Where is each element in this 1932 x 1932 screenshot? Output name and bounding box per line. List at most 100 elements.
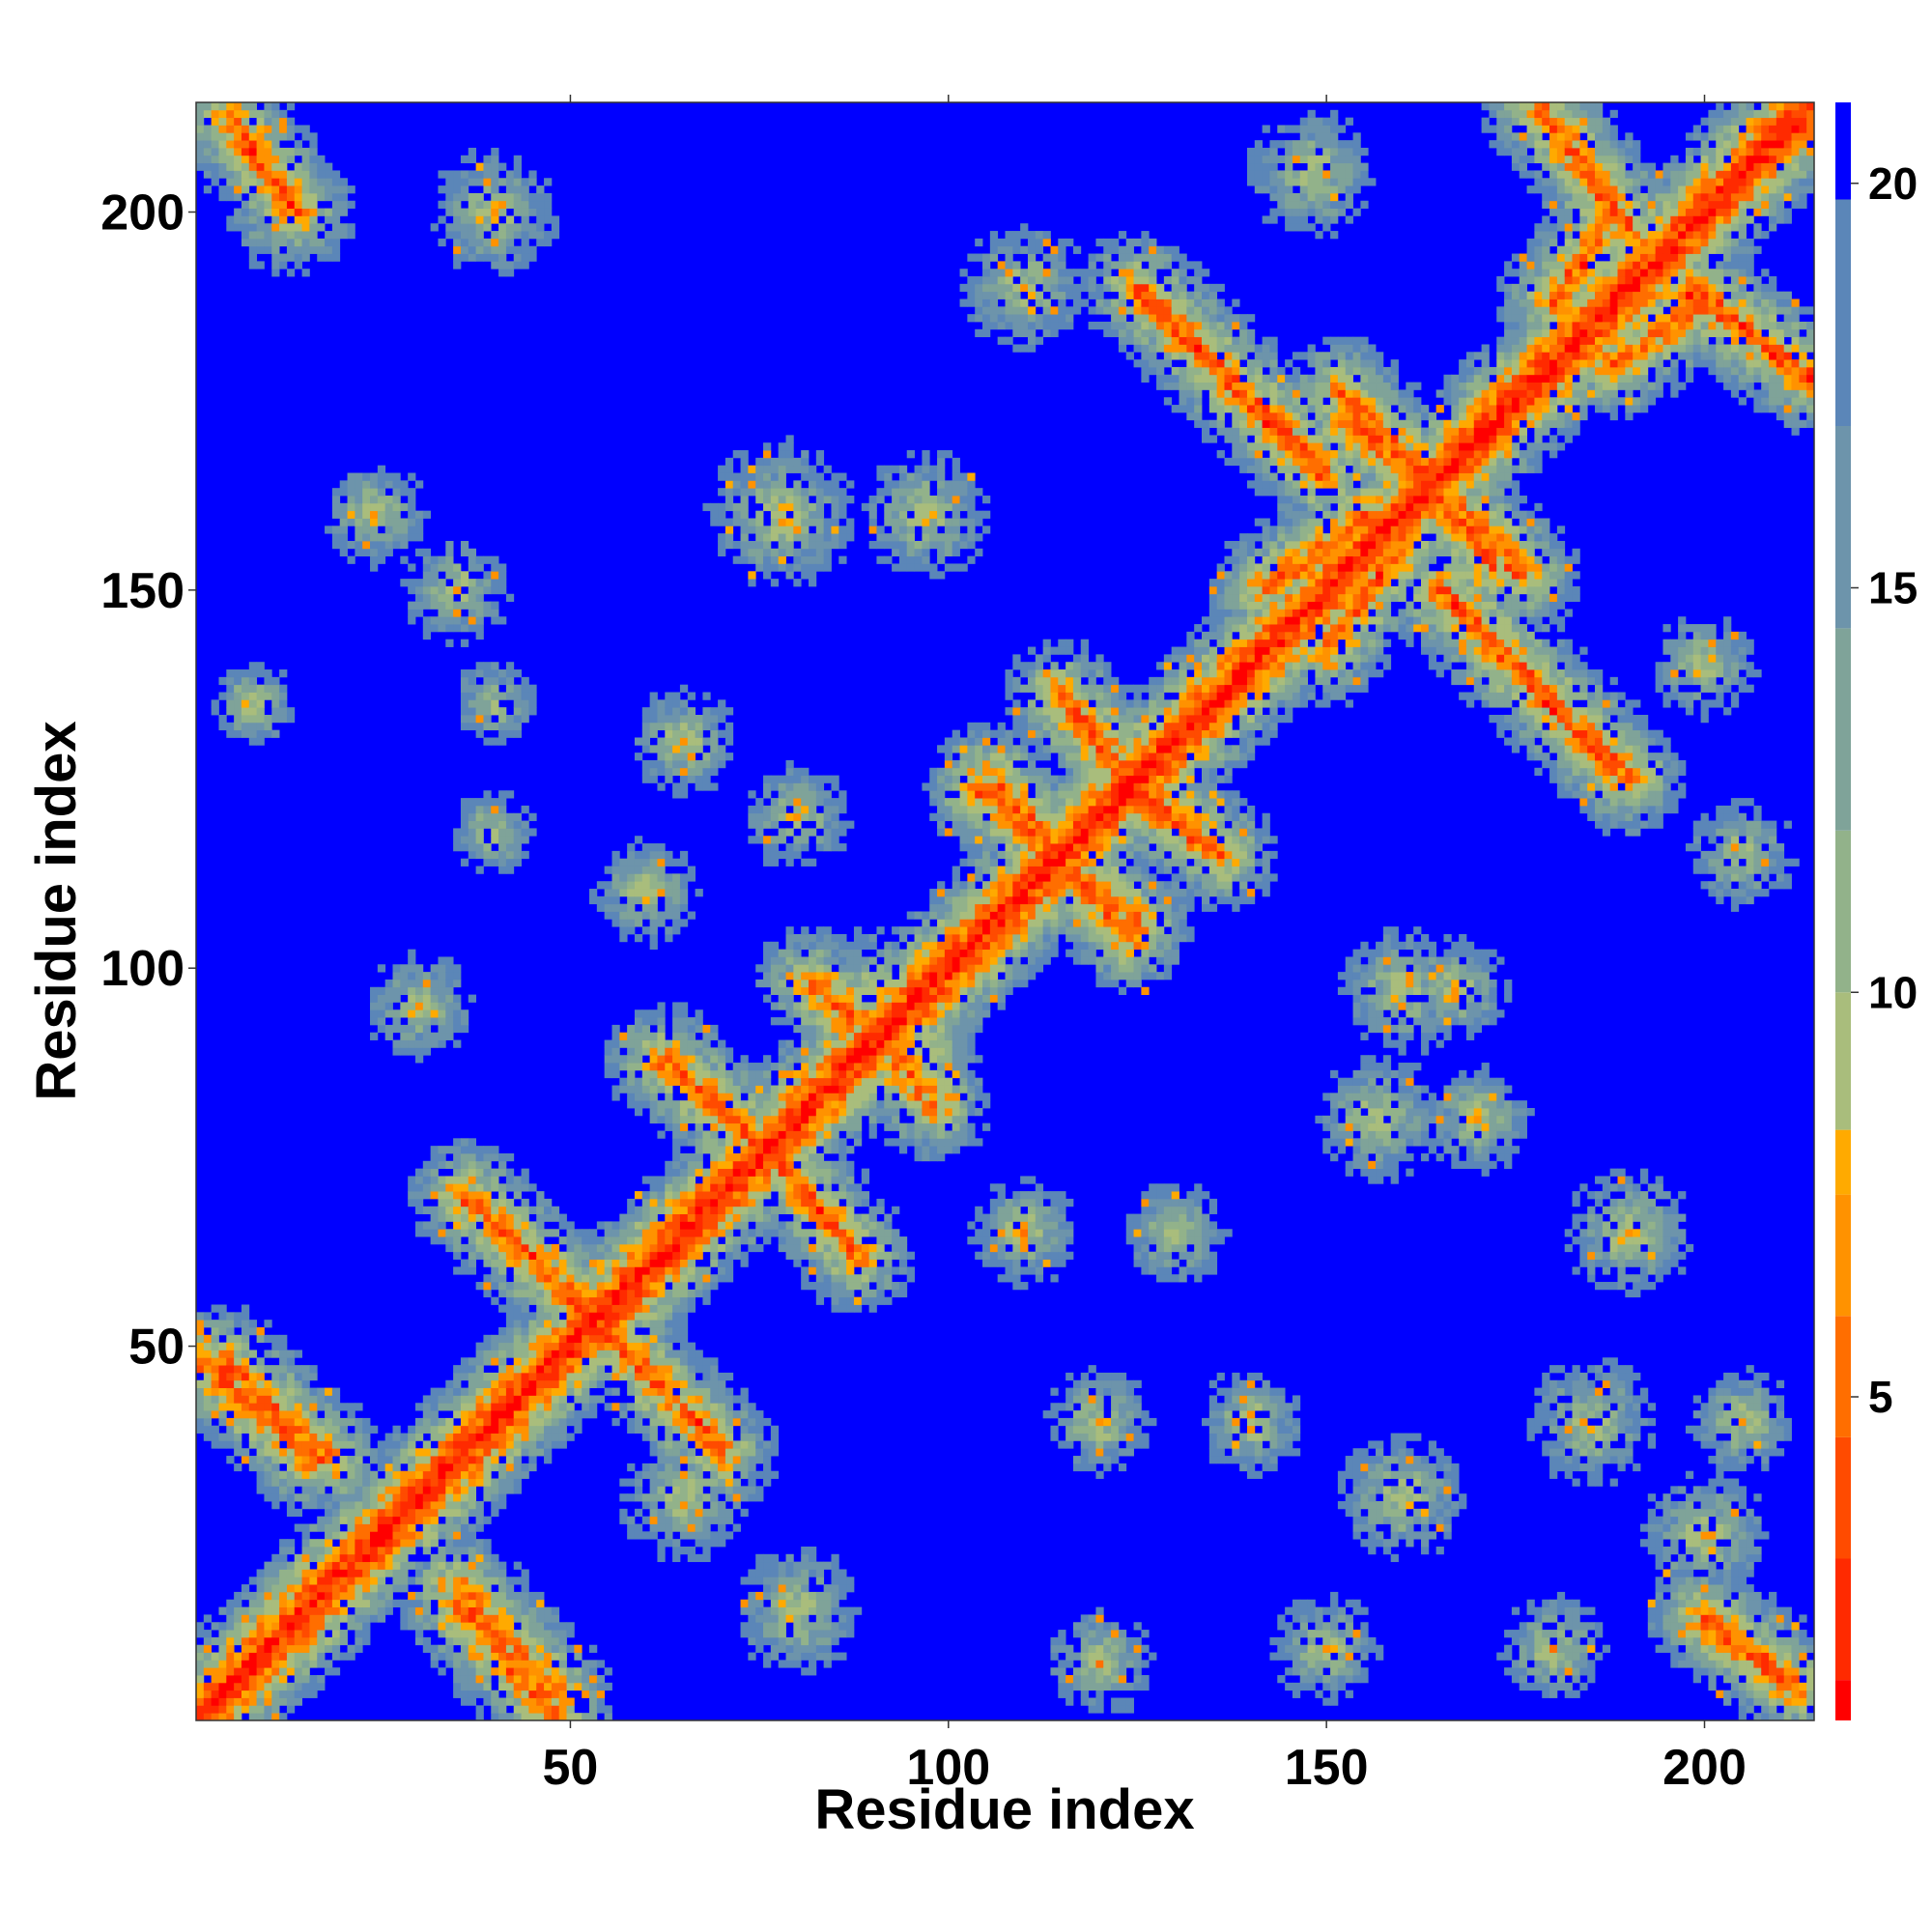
heatmap-cell [362, 548, 371, 557]
heatmap-cell [558, 1266, 567, 1275]
heatmap-cell [453, 1160, 462, 1170]
heatmap-cell [566, 1350, 575, 1358]
heatmap-cell [521, 1448, 529, 1457]
heatmap-cell [710, 745, 719, 753]
heatmap-cell [317, 1395, 326, 1404]
heatmap-cell [256, 737, 265, 746]
heatmap-cell [468, 616, 477, 625]
heatmap-cell [551, 1644, 560, 1653]
heatmap-cell [702, 1221, 711, 1230]
heatmap-cell [491, 208, 499, 216]
heatmap-cell [793, 1652, 802, 1661]
heatmap-cell [468, 1259, 477, 1267]
heatmap-cell [755, 1606, 764, 1615]
heatmap-cell [657, 1387, 666, 1396]
heatmap-cell [453, 1599, 462, 1607]
heatmap-cell [370, 1553, 379, 1563]
heatmap-cell [521, 1334, 529, 1344]
heatmap-cell [286, 223, 296, 232]
heatmap-cell [521, 692, 529, 700]
heatmap-cell [468, 1682, 477, 1691]
heatmap-cell [679, 1456, 689, 1464]
heatmap-cell [505, 1456, 515, 1464]
heatmap-cell [422, 1614, 432, 1623]
heatmap-cell [793, 843, 802, 852]
heatmap-cell [339, 185, 348, 194]
heatmap-cell [491, 1296, 499, 1305]
heatmap-cell [422, 624, 432, 633]
heatmap-cell [468, 1251, 477, 1260]
heatmap-cell [748, 1486, 756, 1494]
heatmap-cell [785, 828, 794, 837]
heatmap-cell [702, 753, 711, 761]
heatmap-cell [491, 669, 499, 678]
heatmap-cell [241, 125, 250, 133]
heatmap-cell [740, 1403, 749, 1411]
heatmap-cell [589, 1395, 598, 1404]
heatmap-cell [271, 1470, 280, 1479]
heatmap-cell [778, 1561, 786, 1570]
heatmap-cell [785, 496, 794, 504]
heatmap-cell [778, 1183, 786, 1192]
heatmap-cell [672, 895, 681, 905]
heatmap-cell [475, 1183, 484, 1192]
heatmap-cell [536, 208, 545, 216]
heatmap-cell [695, 1266, 703, 1275]
heatmap-cell [679, 782, 689, 791]
heatmap-cell [422, 1183, 432, 1192]
heatmap-cell [483, 1289, 492, 1298]
heatmap-cell [408, 972, 416, 980]
heatmap-cell [695, 759, 703, 769]
heatmap-cell [414, 1630, 424, 1638]
heatmap-cell [657, 767, 666, 777]
heatmap-cell [513, 836, 522, 844]
heatmap-cell [460, 1206, 469, 1214]
heatmap-cell [536, 1365, 545, 1374]
heatmap-cell [672, 1108, 681, 1117]
heatmap-cell [513, 1357, 522, 1366]
heatmap-cell [460, 571, 469, 580]
heatmap-cell [317, 1599, 326, 1607]
heatmap-cell [778, 1660, 786, 1668]
heatmap-cell [438, 1448, 446, 1457]
heatmap-cell [468, 1387, 477, 1396]
heatmap-cell [271, 715, 280, 724]
heatmap-cell [234, 170, 242, 179]
heatmap-cell [634, 1063, 643, 1071]
heatmap-cell [317, 1440, 326, 1449]
heatmap-cell [611, 1312, 620, 1321]
heatmap-cell [453, 563, 462, 572]
heatmap-cell [211, 1379, 219, 1389]
heatmap-cell [468, 1470, 477, 1479]
heatmap-cell [763, 1122, 772, 1131]
heatmap-cell [196, 1622, 205, 1631]
heatmap-cell [234, 1357, 242, 1366]
heatmap-cell [468, 994, 477, 1003]
heatmap-cell [286, 117, 296, 126]
heatmap-cell [279, 1342, 288, 1350]
heatmap-cell [264, 729, 272, 738]
heatmap-cell [755, 828, 764, 837]
heatmap-cell [218, 192, 227, 202]
heatmap-cell [422, 601, 432, 610]
heatmap-cell [196, 1312, 205, 1321]
heatmap-cell [710, 1425, 719, 1434]
heatmap-cell [536, 1342, 545, 1350]
heatmap-cell [271, 1395, 280, 1404]
heatmap-cell [196, 1365, 205, 1374]
heatmap-cell [430, 1160, 439, 1170]
heatmap-cell [778, 1047, 786, 1056]
heatmap-cell [241, 1304, 250, 1313]
heatmap-cell [294, 1599, 302, 1607]
heatmap-cell [505, 245, 515, 254]
heatmap-cell [649, 1251, 658, 1260]
heatmap-cell [355, 1584, 363, 1593]
heatmap-cell [687, 873, 696, 882]
heatmap-cell [264, 1334, 272, 1344]
heatmap-cell [748, 1191, 756, 1200]
heatmap-cell [785, 767, 794, 777]
heatmap-cell [430, 979, 439, 988]
heatmap-cell [347, 1599, 355, 1607]
heatmap-cell [279, 1591, 288, 1601]
heatmap-cell [748, 480, 756, 489]
